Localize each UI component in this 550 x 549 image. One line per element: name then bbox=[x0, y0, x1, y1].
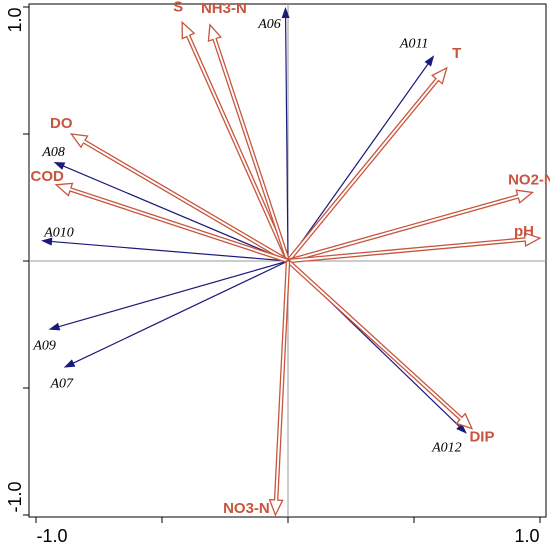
axis-ticks bbox=[23, 6, 541, 523]
species-arrowhead-a011 bbox=[424, 55, 435, 67]
species-arrowhead-a010 bbox=[41, 237, 53, 246]
env-label-t: T bbox=[452, 45, 461, 62]
species-vector-a09 bbox=[59, 260, 289, 328]
species-vector-a08 bbox=[63, 165, 289, 262]
env-vector-s bbox=[181, 20, 291, 263]
env-label-nh3-n: NH3-N bbox=[201, 0, 247, 17]
species-vector-a010 bbox=[51, 240, 289, 262]
env-label-no2-n: NO2-N bbox=[508, 171, 550, 188]
species-arrowhead-a07 bbox=[63, 359, 76, 368]
species-arrowhead-a09 bbox=[48, 322, 61, 331]
species-label-a09: A09 bbox=[32, 339, 56, 354]
species-label-a011: A011 bbox=[399, 36, 429, 51]
vector-labels: S NH3-N T DO COD NO2-N pH DIP NO3-N A06 A011 A08 A01… bbox=[30, 0, 550, 517]
env-label-dip: DIP bbox=[469, 429, 494, 446]
env-label-s: S bbox=[173, 0, 183, 15]
species-vector-a011 bbox=[287, 63, 429, 262]
env-vector-ph bbox=[287, 232, 542, 264]
y-tick-label-max: 1.0 bbox=[5, 7, 25, 32]
species-label-a012: A012 bbox=[431, 441, 462, 456]
env-vector-do bbox=[69, 133, 290, 264]
env-label-no3-n: NO3-N bbox=[223, 500, 270, 517]
species-label-a07: A07 bbox=[49, 377, 74, 392]
env-label-do: DO bbox=[50, 115, 73, 132]
species-arrowhead-a06 bbox=[281, 7, 290, 19]
y-tick-label-min: -1.0 bbox=[5, 481, 25, 512]
env-vector-no3-n bbox=[268, 260, 291, 517]
env-vector-no2-n bbox=[286, 189, 535, 264]
env-vector-dip bbox=[286, 258, 474, 430]
env-label-cod: COD bbox=[30, 168, 64, 185]
species-arrowhead-a012 bbox=[456, 423, 467, 434]
env-vector-cod bbox=[54, 182, 290, 264]
env-vector-nh3-n bbox=[207, 23, 291, 263]
x-tick-label-min: -1.0 bbox=[36, 526, 67, 546]
species-arrowhead-a08 bbox=[53, 161, 66, 170]
species-vector-a06 bbox=[284, 17, 289, 262]
environment-vectors bbox=[54, 20, 542, 517]
x-tick-label-max: 1.0 bbox=[514, 526, 539, 546]
species-label-a08: A08 bbox=[41, 145, 65, 160]
env-vector-t bbox=[285, 66, 448, 263]
species-vectors bbox=[41, 7, 467, 434]
species-label-a06: A06 bbox=[257, 17, 281, 32]
env-label-ph: pH bbox=[514, 223, 534, 240]
species-label-a010: A010 bbox=[43, 226, 74, 241]
species-vector-a07 bbox=[73, 260, 289, 364]
